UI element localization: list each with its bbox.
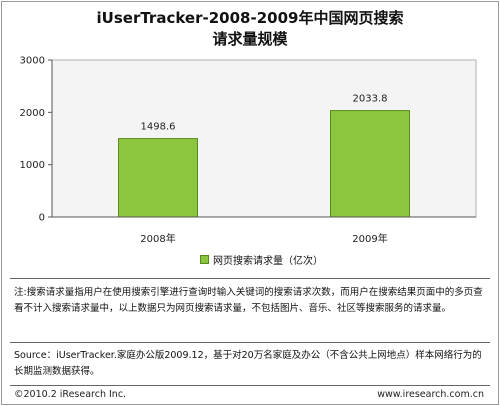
bar-chart: 0 1000 2000 3000 1498.6 2033.8 2008年 2009年 — [20, 56, 477, 245]
chart-title: iUserTracker-2008-2009年中国网页搜索 请求量规模 — [2, 8, 498, 50]
y-tick-label: 0 — [39, 213, 45, 224]
bar-value-label: 2033.8 — [353, 94, 388, 105]
bar-value-label: 1498.6 — [141, 122, 176, 133]
divider-bottom — [10, 385, 490, 386]
chart-title-line2: 请求量规模 — [212, 30, 288, 48]
divider-middle — [10, 342, 490, 343]
x-tick-label: 2009年 — [352, 232, 387, 245]
y-tick-label: 2000 — [20, 108, 45, 119]
legend: 网页搜索请求量（亿次） — [200, 252, 323, 267]
y-tick-label: 1000 — [20, 160, 45, 171]
source-text: Source：iUserTracker.家庭办公版2009.12，基于对20万名… — [14, 350, 482, 377]
y-tick-label: 3000 — [20, 56, 45, 67]
chart-title-line1: iUserTracker-2008-2009年中国网页搜索 — [96, 9, 404, 27]
website-url: www.iresearch.com.cn — [377, 389, 484, 400]
plot-area — [51, 59, 477, 218]
legend-swatch — [200, 255, 209, 264]
note-text: 注:搜索请求量指用户在使用搜索引擎进行查询时输入关键词的搜索请求次数，而用户在搜… — [14, 287, 483, 314]
divider-top — [10, 278, 490, 279]
y-axis: 0 1000 2000 3000 — [20, 56, 53, 224]
legend-label: 网页搜索请求量（亿次） — [213, 256, 323, 267]
x-axis: 2008年 2009年 — [52, 216, 476, 245]
bar-2 — [330, 110, 410, 218]
x-tick-label: 2008年 — [140, 232, 175, 245]
bar-1 — [118, 138, 198, 218]
copyright-text: ©2010.2 iResearch Inc. — [14, 389, 127, 400]
